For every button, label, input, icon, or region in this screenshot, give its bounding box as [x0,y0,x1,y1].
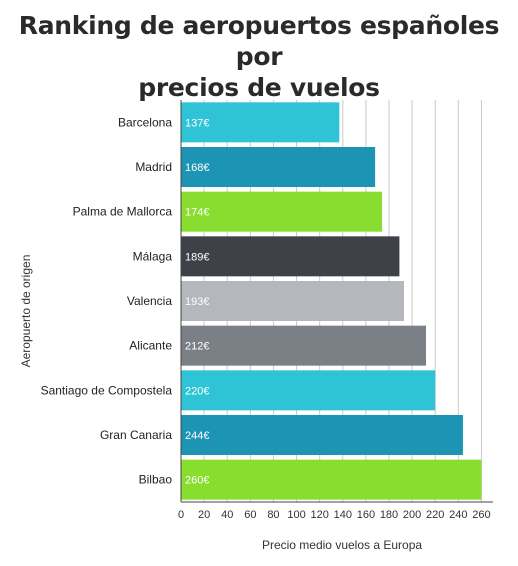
bar [181,236,400,277]
x-tick-label: 200 [403,509,421,521]
x-tick-labels: 0 20 40 60 80 100 120 140 160 180 200 220 240 260 [178,509,491,521]
x-tick-label: 80 [267,509,279,521]
bar [181,370,436,411]
category-label: Santiago de Compostela [41,383,173,397]
y-axis-title: Aeropuerto de origen [19,255,33,368]
bar [181,325,426,366]
value-label: 174€ [185,207,209,219]
value-labels: 137€ 168€ 174€ 189€ 193€ 212€ 220€ 244€ 260€ [185,117,209,486]
x-tick-label: 240 [449,509,467,521]
bars [181,102,482,500]
category-label: Málaga [133,249,173,263]
x-tick-label: 260 [472,509,490,521]
x-tick-label: 0 [178,509,184,521]
category-label: Alicante [129,339,172,353]
x-axis-title: Precio medio vuelos a Europa [262,538,422,552]
value-label: 193€ [185,296,209,308]
value-label: 189€ [185,251,209,263]
x-tick-label: 60 [244,509,256,521]
x-tick-label: 40 [221,509,233,521]
category-labels: Barcelona Madrid Palma de Mallorca Málaga Va… [41,115,173,486]
x-tick-label: 20 [198,509,210,521]
axes [180,100,493,503]
x-tick-label: 120 [310,509,328,521]
x-tick-label: 160 [357,509,375,521]
bar [181,147,376,187]
category-label: Gran Canaria [100,428,172,442]
bar [181,415,463,455]
category-label: Palma de Mallorca [73,205,173,219]
x-tick-label: 100 [287,509,305,521]
category-label: Bilbao [139,473,173,487]
x-tick-label: 140 [334,509,352,521]
value-label: 168€ [185,162,209,174]
x-tick-label: 220 [426,509,444,521]
category-label: Valencia [127,294,172,308]
value-label: 212€ [185,341,209,353]
value-label: 137€ [185,117,209,129]
chart-title-line-2: precios de vuelos [138,73,380,102]
chart-title-line-1: Ranking de aeropuertos españoles por [18,11,500,71]
x-tick-label: 180 [380,509,398,521]
chart-title: Ranking de aeropuertos españoles por pre… [0,10,518,103]
bar [181,191,383,232]
value-label: 220€ [185,385,209,397]
value-label: 260€ [185,475,209,487]
bar [181,281,405,321]
category-label: Barcelona [118,115,172,129]
value-label: 244€ [185,430,209,442]
bar [181,102,340,143]
category-label: Madrid [135,160,172,174]
bar [181,459,482,500]
